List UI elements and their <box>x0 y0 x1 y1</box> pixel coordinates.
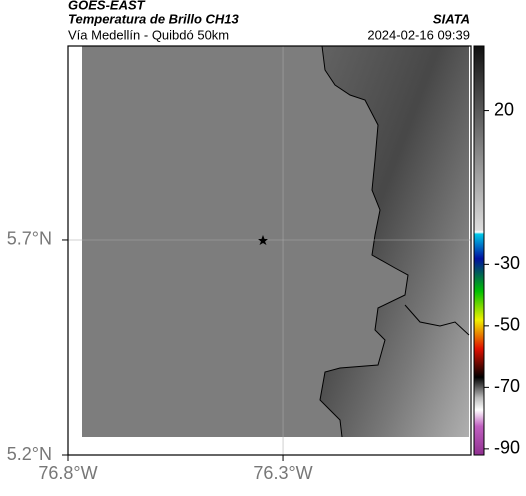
y-tick-label: 5.7°N <box>7 229 52 249</box>
colorbar-tick-label: -90 <box>494 438 520 458</box>
boundary <box>319 45 470 438</box>
source: SIATA <box>433 11 470 26</box>
location-marker <box>258 235 268 245</box>
satellite: GOES-EAST <box>68 0 146 12</box>
colorbar-tick-label: -50 <box>494 315 520 335</box>
colorbar-tick-label: 20 <box>494 99 514 119</box>
terrain <box>320 46 469 437</box>
product: Temperatura de Brillo CH13 <box>68 11 240 26</box>
colorbar-tick-label: -30 <box>494 253 520 273</box>
colorbar <box>473 45 485 456</box>
x-tick-label: 76.3°W <box>253 463 312 483</box>
y-tick-label: 5.2°N <box>7 444 52 464</box>
colorbar-tick-label: -70 <box>494 376 520 396</box>
map-frame <box>67 45 472 456</box>
x-tick-label: 76.8°W <box>38 463 97 483</box>
timestamp: 2024-02-16 09:39 <box>367 27 470 42</box>
route: Vía Medellín - Quibdó 50km <box>68 27 229 42</box>
